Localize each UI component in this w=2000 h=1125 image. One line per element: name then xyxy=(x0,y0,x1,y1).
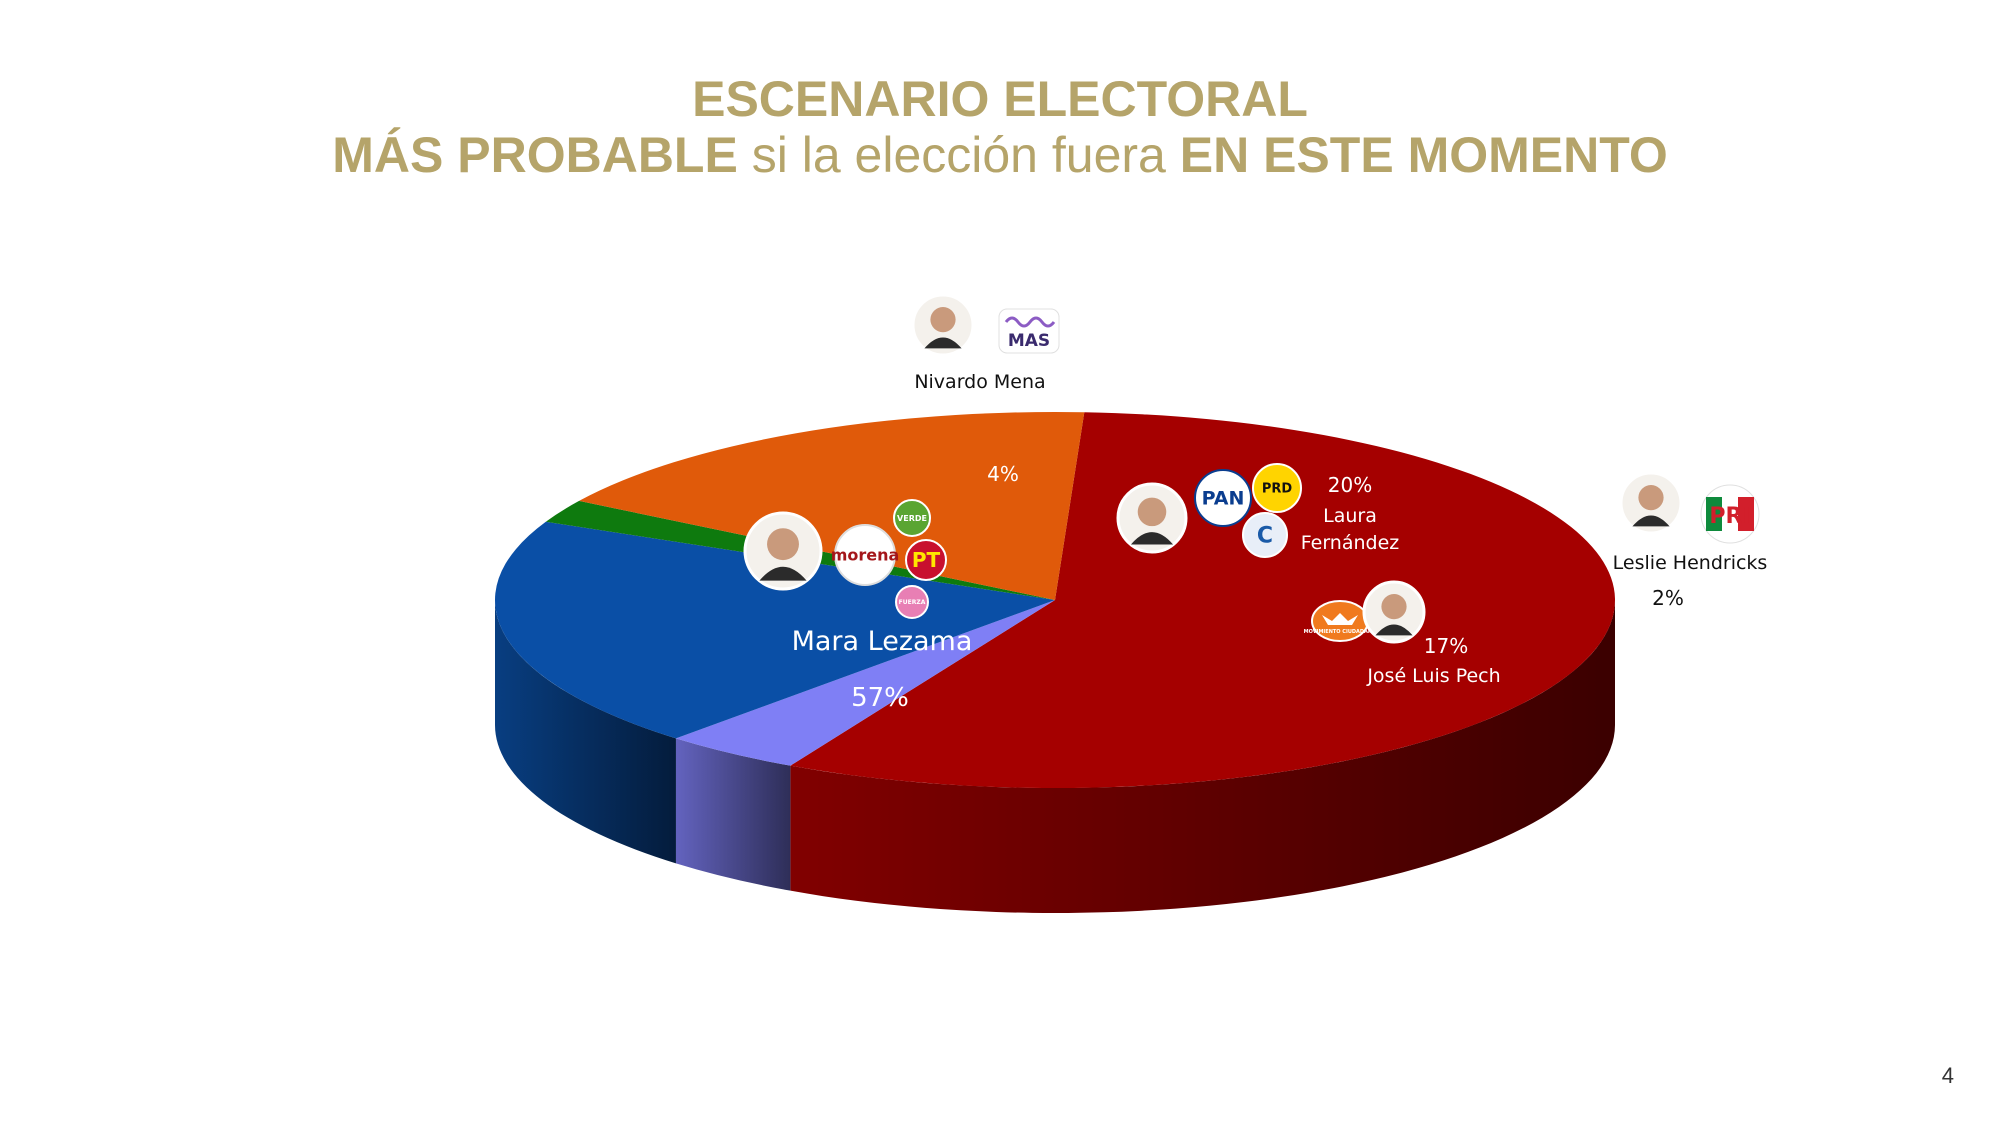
svg-text:VERDE: VERDE xyxy=(897,514,927,523)
svg-text:PRD: PRD xyxy=(1262,482,1293,497)
pan-logo: PAN xyxy=(1194,469,1252,527)
mara-lezama-photo xyxy=(743,511,823,591)
label-mara-lezama-value: 57% xyxy=(851,683,909,713)
svg-text:PT: PT xyxy=(912,548,941,572)
pie-side-walls xyxy=(494,600,1615,913)
pri-logo: PRI xyxy=(1700,484,1760,544)
svg-text:MAS: MAS xyxy=(1008,331,1050,351)
pie-slice-nivardo-mena xyxy=(675,600,1055,766)
laura-fernandez-photo xyxy=(1116,482,1188,554)
morena-logo: morena xyxy=(831,524,900,586)
page-number: 4 xyxy=(1941,1063,1954,1088)
jose-luis-pech-photo xyxy=(1362,580,1426,644)
title-regular-text: si la elección fuera xyxy=(737,127,1180,183)
label-jose-luis-pech-value: 17% xyxy=(1424,634,1468,658)
verde-logo: VERDE xyxy=(893,499,931,537)
svg-text:PRI: PRI xyxy=(1709,504,1750,529)
label-nivardo-mena-name: Nivardo Mena xyxy=(914,371,1045,393)
nivardo-mena-photo xyxy=(911,293,975,357)
pie-slice-mara-lezama xyxy=(790,412,1616,789)
label-laura-fernandez-name-2: Fernández xyxy=(1301,532,1400,554)
label-leslie-hendricks-name: Leslie Hendricks xyxy=(1613,552,1768,574)
label-leslie-hendricks-value: 2% xyxy=(1652,586,1684,610)
svg-text:C: C xyxy=(1257,524,1273,549)
svg-text:MOVIMIENTO CIUDADANO: MOVIMIENTO CIUDADANO xyxy=(1304,629,1377,635)
fuerza-mexico-logo: FUERZA xyxy=(895,585,929,619)
chart-title-line1: ESCENARIO ELECTORAL xyxy=(692,71,1308,127)
chart-title-line2: MÁS PROBABLE si la elección fuera EN EST… xyxy=(0,124,2000,186)
title-emphasis-1: MÁS PROBABLE xyxy=(332,127,738,183)
leslie-hendricks-photo xyxy=(1619,471,1683,535)
confianza-logo: C xyxy=(1242,512,1288,558)
pt-logo: PT xyxy=(905,539,947,581)
label-jose-luis-pech-name: José Luis Pech xyxy=(1366,665,1500,687)
svg-text:morena: morena xyxy=(831,546,900,565)
pie-slice-jose-luis-pech xyxy=(579,412,1085,600)
pie-side-nivardo-mena xyxy=(675,738,791,891)
svg-text:PAN: PAN xyxy=(1202,488,1245,510)
label-laura-fernandez-value: 20% xyxy=(1328,473,1372,497)
movimiento-ciudadano-logo: MOVIMIENTO CIUDADANO xyxy=(1304,600,1377,642)
label-mara-lezama-name: Mara Lezama xyxy=(792,626,973,657)
title-emphasis-2: EN ESTE MOMENTO xyxy=(1179,127,1668,183)
prd-logo: PRD xyxy=(1252,463,1302,513)
label-nivardo-mena-value: 4% xyxy=(987,462,1019,486)
label-laura-fernandez-name-1: Laura xyxy=(1323,505,1377,527)
pie-top xyxy=(495,412,1616,789)
svg-text:FUERZA: FUERZA xyxy=(899,599,926,606)
mas-logo: MAS xyxy=(998,308,1060,354)
pie-side-mara-lezama xyxy=(790,600,1615,913)
pie-side-laura-fernandez xyxy=(494,600,676,864)
pie-slice-laura-fernandez xyxy=(495,521,1055,739)
